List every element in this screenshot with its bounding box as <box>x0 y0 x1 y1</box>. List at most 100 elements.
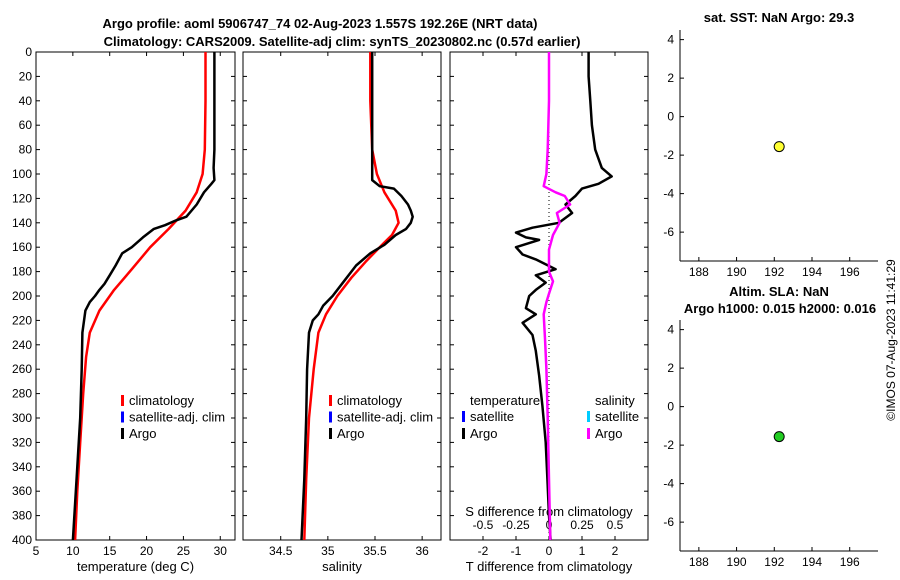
y-tick-label: -6 <box>663 515 674 529</box>
legend-entry: satellite <box>470 409 514 424</box>
y-tick-label: 2 <box>667 71 674 85</box>
y-tick-label: 2 <box>667 361 674 375</box>
legend-entry: Argo <box>129 426 156 441</box>
figure-title-line1: Argo profile: aoml 5906747_74 02-Aug-202… <box>103 16 538 31</box>
y-tick-label: 0 <box>25 45 32 59</box>
legend-swatch <box>329 428 332 439</box>
temperature-argo-line <box>514 52 613 541</box>
y-tick-label: 0 <box>667 400 674 414</box>
x-tick-label: 192 <box>764 265 784 279</box>
legend-entry: climatology <box>129 393 195 408</box>
legend-entry: Argo <box>470 426 497 441</box>
x-tick-label: 2 <box>612 544 619 558</box>
y-tick-label: 120 <box>12 191 32 205</box>
y-tick-label: 360 <box>12 484 32 498</box>
y-tick-label: 60 <box>19 118 33 132</box>
x-axis-label: T difference from climatology <box>466 559 633 574</box>
y-tick-label: 260 <box>12 362 32 376</box>
legend-title-salinity: salinity <box>595 393 635 408</box>
y-tick-label: -2 <box>663 148 674 162</box>
x-tick-label: 25 <box>177 544 191 558</box>
y-tick-label: 300 <box>12 411 32 425</box>
legend-swatch <box>329 411 332 423</box>
x-tick-label: 0 <box>546 544 553 558</box>
x-tick-label: 36 <box>415 544 429 558</box>
y-tick-label: -6 <box>663 225 674 239</box>
x-tick-label: 190 <box>727 555 747 569</box>
legend-entry: satellite-adj. clim <box>129 410 225 425</box>
y-tick-label: 4 <box>667 323 674 337</box>
y-tick-label: 20 <box>19 69 33 83</box>
y-tick-label: 40 <box>19 94 33 108</box>
legend-entry: climatology <box>337 393 403 408</box>
y-tick-label: 280 <box>12 387 32 401</box>
y-tick-label: -4 <box>663 187 674 201</box>
x-tick-label: 15 <box>103 544 117 558</box>
y-tick-label: 320 <box>12 435 32 449</box>
x-tick-label: 188 <box>689 555 709 569</box>
y-tick-label: 240 <box>12 338 32 352</box>
y-tick-label: 4 <box>667 33 674 47</box>
plot-frame <box>242 51 442 541</box>
profile-location-marker <box>773 431 785 443</box>
legend-swatch <box>329 395 332 406</box>
map-title: sat. SST: NaN Argo: 29.3 <box>704 10 855 25</box>
x-tick-label: 194 <box>802 265 822 279</box>
x2-tick-label: -0.25 <box>502 518 530 532</box>
figure-title-line2: Climatology: CARS2009. Satellite-adj cli… <box>104 34 581 49</box>
x-tick-label: 30 <box>214 544 228 558</box>
x-tick-label: 5 <box>33 544 40 558</box>
legend-swatch <box>462 428 465 439</box>
salinity-panel: 34.5 35 35.5 36 salinity climatology satellite… <box>242 51 442 574</box>
legend-swatch <box>121 395 124 406</box>
x2-tick-label: 0.25 <box>570 518 594 532</box>
difference-panel: -2 -1 0 1 2T difference from climatology -0.5… <box>449 51 649 574</box>
y-tick-label: 80 <box>19 143 33 157</box>
x2-tick-label: 0.5 <box>607 518 624 532</box>
map-subtitle: Argo h1000: 0.015 h2000: 0.016 <box>684 301 876 316</box>
x-tick-label: 35.5 <box>363 544 387 558</box>
profile-location-marker <box>773 141 785 153</box>
x-tick-label: 196 <box>840 555 860 569</box>
legend-entry: Argo <box>337 426 364 441</box>
x-tick-label: 190 <box>727 265 747 279</box>
y-tick-label: 340 <box>12 460 32 474</box>
x-tick-label: 1 <box>579 544 586 558</box>
x-tick-label: 20 <box>140 544 154 558</box>
y-tick-label: 180 <box>12 265 32 279</box>
y-tick-label: 200 <box>12 289 32 303</box>
x-tick-label: 10 <box>66 544 80 558</box>
y-tick-label: 400 <box>12 533 32 547</box>
x-tick-label: 35 <box>321 544 335 558</box>
legend-entry: satellite <box>595 409 639 424</box>
y-tick-label: 100 <box>12 167 32 181</box>
x-tick-label: 34.5 <box>269 544 293 558</box>
temperature-panel: 0 20 40 60 80 100 120 140 160 180 200 220 240 260 280 3… <box>12 45 236 574</box>
x-tick-label: 196 <box>840 265 860 279</box>
y-tick-label: 160 <box>12 240 32 254</box>
y-tick-label: 0 <box>667 110 674 124</box>
legend-entry: satellite-adj. clim <box>337 410 433 425</box>
climatology-line <box>303 52 400 541</box>
legend-swatch <box>587 411 590 422</box>
y-tick-label: 380 <box>12 509 32 523</box>
y-tick-label: -2 <box>663 438 674 452</box>
imos-watermark: ©IMOS 07-Aug-2023 11:41:29 <box>884 259 898 421</box>
map-title: Altim. SLA: NaN <box>729 284 829 299</box>
argo-line <box>71 52 216 541</box>
x-tick-label: 194 <box>802 555 822 569</box>
sla-panel: 4 2 0 -2 -4 -6 188 190 192 194 196 Altim. SLA: NaN A… <box>663 284 878 569</box>
x-tick-label: -2 <box>478 544 489 558</box>
legend-swatch <box>121 428 124 439</box>
legend-swatch <box>121 411 124 423</box>
x2-tick-label: -0.5 <box>473 518 494 532</box>
y-tick-label: 220 <box>12 313 32 327</box>
y-tick-label: 140 <box>12 216 32 230</box>
x-axis-label: salinity <box>322 559 362 574</box>
x-tick-label: -1 <box>511 544 522 558</box>
legend-entry: Argo <box>595 426 622 441</box>
climatology-line <box>73 52 207 541</box>
argo-line <box>300 52 414 541</box>
x-tick-label: 188 <box>689 265 709 279</box>
